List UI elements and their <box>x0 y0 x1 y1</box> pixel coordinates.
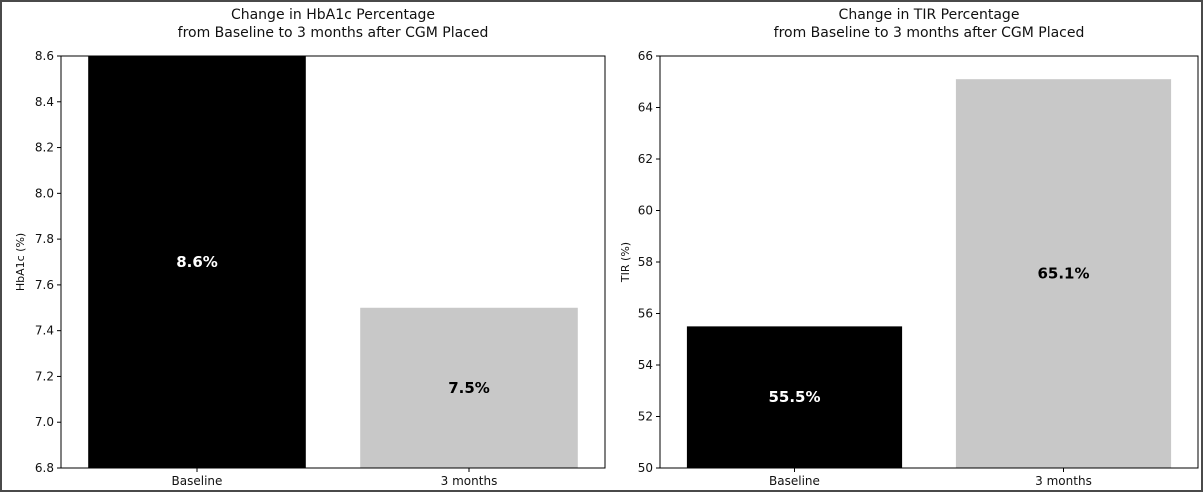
chart-title-line: from Baseline to 3 months after CGM Plac… <box>774 25 1085 41</box>
plot-frame <box>659 55 1199 469</box>
y-tick-label: 6.8 <box>35 461 54 475</box>
y-tick-label: 66 <box>638 49 653 63</box>
plot-frame <box>60 55 606 469</box>
y-tick-label: 52 <box>638 410 653 424</box>
bar-baseline <box>686 326 903 468</box>
y-tick-label: 60 <box>638 204 653 218</box>
chart-title-line: Change in HbA1c Percentage <box>231 7 435 23</box>
x-tick-label: 3 months <box>441 474 498 488</box>
bar-3-months <box>360 307 578 468</box>
y-tick-label: 8.4 <box>35 95 54 109</box>
y-tick-label: 54 <box>638 358 653 372</box>
bar-baseline <box>88 56 306 468</box>
y-tick-label: 7.8 <box>35 232 54 246</box>
y-tick-label: 64 <box>638 101 653 115</box>
y-tick-label: 7.2 <box>35 369 54 383</box>
y-tick-label: 7.0 <box>35 415 54 429</box>
y-axis-label: TIR (%) <box>619 242 632 283</box>
y-tick-label: 50 <box>638 461 653 475</box>
x-tick-label: 3 months <box>1035 474 1092 488</box>
y-tick-label: 7.4 <box>35 324 54 338</box>
y-tick-label: 8.6 <box>35 49 54 63</box>
chart-title-line: from Baseline to 3 months after CGM Plac… <box>178 25 489 41</box>
chart-title-line: Change in TIR Percentage <box>839 7 1020 23</box>
bar-value-label: 7.5% <box>448 379 490 397</box>
y-axis-label: HbA1c (%) <box>14 233 27 291</box>
bar-value-label: 8.6% <box>176 253 218 271</box>
bar-3-months <box>955 79 1172 469</box>
y-tick-label: 7.6 <box>35 278 54 292</box>
chart-panel-1: Change in HbA1c Percentage from Baseline … <box>14 7 606 488</box>
y-tick-label: 58 <box>638 255 653 269</box>
bar-value-label: 65.1% <box>1037 265 1089 283</box>
bar-value-label: 55.5% <box>768 388 820 406</box>
y-tick-label: 56 <box>638 307 653 321</box>
x-tick-label: Baseline <box>769 474 820 488</box>
y-tick-label: 62 <box>638 152 653 166</box>
x-tick-label: Baseline <box>172 474 223 488</box>
y-tick-label: 8.2 <box>35 141 54 155</box>
chart-panel-2: Change in TIR Percentage from Baseline to… <box>619 7 1199 488</box>
y-tick-label: 8.0 <box>35 186 54 200</box>
